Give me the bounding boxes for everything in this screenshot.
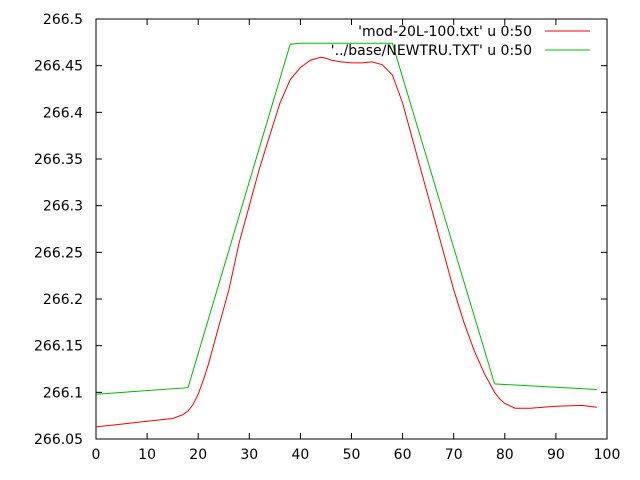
y-tick-label: 266.1 [43,385,83,401]
x-tick-label: 70 [445,447,463,463]
tick-marks [95,18,608,440]
x-tick-label: 20 [189,447,207,463]
plot-frame [95,18,608,440]
y-tick-label: 266.05 [34,432,83,448]
x-tick-label: 50 [343,447,361,463]
y-tick-label: 266.5 [43,12,83,28]
legend-label-series-2: '../base/NEWTRU.TXT' u 0:50 [331,43,532,59]
y-tick-label: 266.45 [34,59,83,75]
legend-label-series-1: 'mod-20L-100.txt' u 0:50 [358,24,532,40]
y-tick-label: 266.25 [34,245,83,261]
series-line-2 [95,42,597,395]
series-line-1 [95,56,597,428]
y-tick-label: 266.15 [34,339,83,355]
x-tick-label: 60 [394,447,412,463]
x-tick-label: 30 [240,447,258,463]
y-tick-label: 266.2 [43,292,83,308]
y-tick-label: 266.4 [43,105,83,121]
y-tick-label: 266.35 [34,152,83,168]
x-tick-label: 10 [138,447,156,463]
x-tick-label: 90 [547,447,565,463]
x-tick-label: 100 [594,447,621,463]
x-tick-label: 40 [291,447,309,463]
series-lines [95,42,597,428]
legend: 'mod-20L-100.txt' u 0:50 '../base/NEWTRU… [331,24,590,59]
x-tick-label: 80 [496,447,514,463]
x-tick-label: 0 [92,447,101,463]
tick-labels: 0 10 20 30 40 50 60 70 80 90 100 266.05 266.1 266.15 2… [34,12,620,463]
y-tick-label: 266.3 [43,199,83,215]
